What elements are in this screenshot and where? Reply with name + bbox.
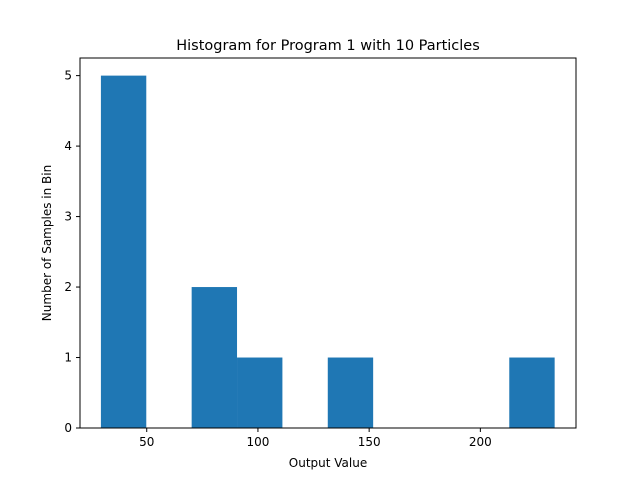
histogram-bar-6 (327, 357, 374, 428)
x-tick-label: 50 (139, 435, 154, 449)
histogram-bar-1 (100, 75, 147, 428)
x-tick-label: 150 (358, 435, 381, 449)
x-tick-label: 100 (246, 435, 269, 449)
plot-frame (79, 57, 577, 429)
histogram-bar-3 (191, 287, 238, 428)
y-tick-label: 1 (64, 351, 72, 365)
y-axis-label: Number of Samples in Bin (40, 165, 54, 321)
x-axis-label: Output Value (289, 456, 367, 470)
x-axis-ticks: 50 100 150 200 (139, 428, 492, 449)
y-tick-label: 5 (64, 69, 72, 83)
y-axis-ticks: 0 1 2 3 4 5 (64, 69, 80, 435)
y-tick-label: 2 (64, 280, 72, 294)
bars-group (100, 75, 555, 428)
y-tick-label: 4 (64, 139, 72, 153)
x-tick-label: 200 (469, 435, 492, 449)
chart-title: Histogram for Program 1 with 10 Particle… (176, 38, 480, 54)
histogram-bar-4 (237, 357, 283, 428)
y-tick-label: 3 (64, 210, 72, 224)
y-tick-label: 0 (64, 421, 72, 435)
histogram-bar-10 (509, 357, 555, 428)
